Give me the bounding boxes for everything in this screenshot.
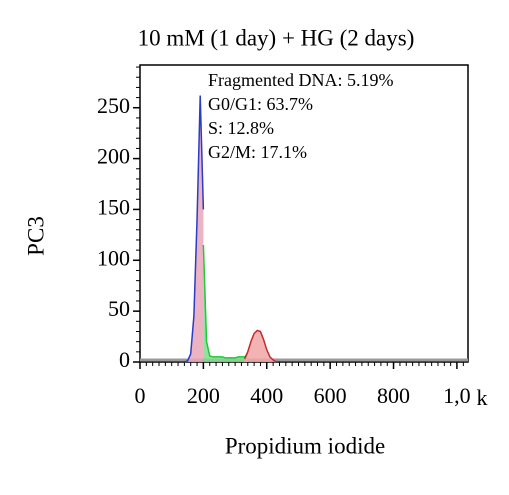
y-tick-label: 150 [97, 194, 130, 219]
y-axis-label: PC3 [23, 216, 48, 256]
x-axis-label: Propidium iodide [225, 433, 385, 458]
y-tick-label: 100 [97, 245, 130, 270]
x-tick-label: 1,0 [443, 383, 471, 408]
y-tick-label: 50 [108, 296, 130, 321]
x-tick-label: 200 [187, 383, 220, 408]
chart-title: 10 mM (1 day) + HG (2 days) [138, 25, 415, 50]
x-tick-label: 800 [377, 383, 410, 408]
area-fill [203, 245, 248, 362]
x-unit-label: k [477, 385, 488, 410]
plot-frame [139, 64, 469, 363]
series-line [184, 95, 205, 363]
series-line [243, 329, 277, 363]
y-tick-label: 200 [97, 144, 130, 169]
annotation: Fragmented DNA: 5.19% [208, 70, 393, 90]
series-line [202, 245, 249, 359]
annotation: G0/G1: 63.7% [208, 94, 313, 114]
y-tick-label: 250 [97, 93, 130, 118]
x-tick-label: 400 [250, 383, 283, 408]
annotation: S: 12.8% [208, 118, 274, 138]
x-tick-label: 600 [314, 383, 347, 408]
annotation: G2/M: 17.1% [208, 142, 307, 162]
y-tick-label: 0 [119, 347, 130, 372]
x-tick-label: 0 [135, 383, 146, 408]
